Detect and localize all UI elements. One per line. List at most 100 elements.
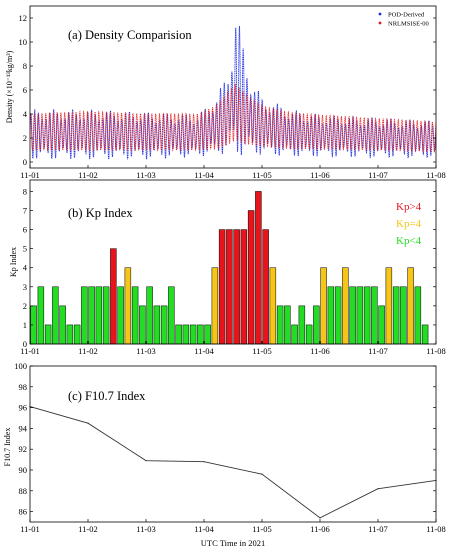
x-tick-label: 11-08 [426,170,446,180]
f107-point [87,422,89,424]
kp-bar [44,324,52,345]
legend-marker-nrlmsise [378,21,382,25]
kp-bar [197,324,204,345]
f107-plot-area [30,366,436,522]
kp-bar [233,229,240,345]
f107-panel-title: (c) F10.7 Index [68,389,146,403]
kp-bar [211,267,219,345]
y-tick-label: 6 [23,225,27,235]
kp-panel-title: (b) Kp Index [68,206,133,220]
f107-point [377,488,379,490]
x-tick-label: 11-04 [194,170,214,180]
y-tick-label: 4 [23,109,28,119]
y-tick-label: 7 [23,206,27,216]
kp-bar [313,305,320,345]
kp-bar [240,229,248,345]
x-tick-label: 11-05 [252,170,272,180]
kp-legend-high: Kp>4 [396,201,422,213]
kp-bar [269,267,277,345]
x-tick-label: 11-05 [252,346,272,356]
kp-bar [400,286,407,345]
kp-bar [153,305,161,345]
kp-bar [255,191,262,345]
kp-legend: Kp>4 Kp=4 Kp<4 [396,201,422,247]
y-tick-label: 5 [23,244,27,254]
x-tick-label: 11-07 [368,170,388,180]
legend-label-pod: POD-Derived [388,12,425,19]
kp-bar [392,286,400,345]
x-tick-label: 11-06 [310,524,330,534]
y-tick-label: 0 [23,157,27,167]
f107-point [145,460,147,462]
kp-bar [95,286,103,345]
x-tick-label: 11-04 [194,524,214,534]
f107-y-axis-label: F10.7 Index [3,428,12,467]
y-tick-label: 8 [23,186,27,196]
kp-y-ticks: 0 1 2 3 4 5 6 7 8 [23,186,436,349]
y-tick-label: 6 [23,85,27,95]
kp-bar [168,286,175,345]
kp-bar [218,229,226,345]
kp-bar [66,324,74,345]
kp-bar [363,286,371,345]
kp-bar [247,210,255,345]
y-tick-label: 3 [23,282,27,292]
kp-bar [342,267,349,345]
x-tick-label: 11-03 [136,170,156,180]
y-tick-label: 4 [23,263,28,273]
x-tick-label: 11-04 [194,346,214,356]
x-tick-label: 11-03 [136,346,156,356]
kp-bar [371,286,378,345]
kp-bar [378,305,385,345]
kp-bar [88,286,95,345]
kp-bar [320,267,327,345]
kp-bar [204,324,211,345]
x-tick-label: 11-02 [78,346,98,356]
kp-y-axis-label: Kp Index [9,247,18,277]
x-tick-label: 11-01 [20,524,40,534]
y-tick-label: 0 [23,339,27,349]
kp-bar [385,267,393,345]
x-tick-label: 11-06 [310,170,330,180]
x-tick-label: 11-05 [252,524,272,534]
kp-bar [262,229,269,345]
density-series-nrlmsise [30,82,436,153]
density-plot-frame [29,5,437,169]
kp-bar [356,286,364,345]
y-tick-label: 10 [19,37,28,47]
kp-bar [327,286,335,345]
density-x-ticks: 11-01 11-02 11-03 11-04 11-05 11-06 11-07 11-08 [20,165,446,180]
kp-plot-frame [29,179,437,345]
kp-bar [131,286,139,345]
kp-bar [124,267,132,345]
kp-legend-equal: Kp=4 [396,218,422,230]
kp-bar [59,305,66,345]
kp-legend-low: Kp<4 [396,235,422,247]
kp-bar [182,324,190,345]
x-axis-label: UTC Time in 2021 [201,538,265,548]
y-tick-label: 98 [19,382,28,392]
density-y-ticks: 0 2 4 6 8 10 12 [19,13,436,167]
density-y-axis-label: Density (×10⁻¹³kg/m³) [5,50,14,123]
y-tick-label: 2 [23,133,27,143]
kp-bar [276,305,284,345]
x-tick-label: 11-03 [136,524,156,534]
x-tick-label: 11-01 [20,346,40,356]
x-tick-label: 11-02 [78,170,98,180]
y-tick-label: 12 [19,13,28,23]
density-series-group [30,26,436,160]
kp-bar [421,324,429,345]
y-tick-label: 92 [19,444,28,454]
density-legend: POD-Derived NRLMSISE-00 [378,12,429,28]
density-panel: 0 2 4 6 8 10 12 11-01 11-02 11-03 11-04 11-05 11-06… [5,5,446,180]
x-tick-label: 11-01 [20,170,40,180]
kp-bar [334,286,342,345]
kp-bar [73,324,81,345]
x-tick-label: 11-06 [310,346,330,356]
f107-plot-frame [29,365,437,523]
y-tick-label: 2 [23,301,27,311]
kp-bar [284,305,291,345]
y-tick-label: 100 [14,361,27,371]
